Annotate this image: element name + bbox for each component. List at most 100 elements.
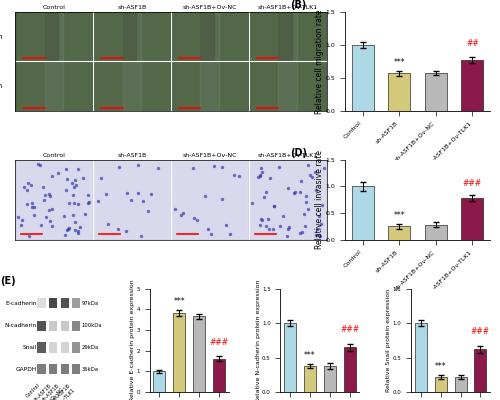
Point [256,222,264,228]
Text: ***: *** [435,362,446,371]
Bar [60,321,69,331]
Text: ##: ## [466,39,479,48]
Point [177,212,185,218]
Text: 0 h: 0 h [0,83,2,89]
Point [40,196,48,203]
Point [270,202,278,209]
Point [74,230,82,236]
Bar [49,342,57,353]
Bar [49,364,57,374]
Text: sh-ASF1B+Ov-NC: sh-ASF1B+Ov-NC [182,5,237,10]
Text: ###: ### [210,338,229,347]
Bar [38,321,46,331]
Bar [38,298,46,308]
Text: ***: *** [394,58,405,67]
Point [262,189,270,195]
Point [256,173,264,179]
Point [264,215,272,222]
Bar [462,60,483,111]
Point [24,232,32,239]
Point [40,192,48,198]
Point [283,232,291,239]
Point [20,184,28,190]
Y-axis label: Relative cell invasive rate: Relative cell invasive rate [315,150,324,249]
Point [114,226,122,233]
Bar [352,186,374,240]
Bar [49,298,57,308]
Point [315,213,323,219]
Point [189,165,197,172]
Point [270,203,278,210]
Text: 36kDa: 36kDa [81,367,98,372]
Point [16,222,24,228]
Bar [154,371,165,392]
Point [154,164,162,171]
Bar [72,342,80,353]
Point [46,218,54,224]
Point [85,199,93,205]
Point [48,173,56,179]
Point [69,212,77,218]
Bar [324,366,336,392]
Point [302,199,310,205]
Point [230,172,237,178]
Point [320,164,328,171]
Point [28,200,36,207]
Point [180,210,188,216]
Point [72,182,80,188]
Point [69,192,77,198]
Text: 97kDa: 97kDa [81,300,98,306]
Text: sh-ASF1B: sh-ASF1B [34,383,53,400]
Point [285,224,293,230]
Point [269,225,277,232]
Text: (E): (E) [0,276,16,286]
Point [311,169,319,175]
Text: Snail: Snail [22,345,36,350]
Point [62,166,70,172]
Point [48,222,56,229]
Bar [213,359,225,392]
Bar [72,321,80,331]
Text: ###: ### [340,326,359,334]
Point [70,219,78,225]
Point [18,216,26,223]
Point [37,222,45,228]
Text: GAPDH: GAPDH [16,367,36,372]
Text: sh-ASF1B
+Ov-TLK1: sh-ASF1B +Ov-TLK1 [52,383,76,400]
Point [304,162,312,168]
Bar [60,298,69,308]
Point [74,228,82,234]
Text: (D): (D) [290,148,307,158]
Point [24,180,32,186]
Point [70,184,78,190]
Bar [425,225,447,240]
Point [116,164,124,170]
Point [316,233,324,239]
Point [312,186,320,193]
Point [254,174,262,180]
Point [81,211,89,218]
Text: sh-ASF1B: sh-ASF1B [118,153,146,158]
Point [139,198,147,204]
Point [134,162,142,168]
Bar [304,366,316,392]
Point [204,226,212,232]
Point [137,232,145,239]
Point [34,161,42,168]
Point [260,194,268,200]
Point [222,222,230,228]
Text: Control: Control [42,5,66,10]
Bar [38,364,46,374]
Point [248,200,256,206]
Bar [193,316,205,392]
Y-axis label: Relative N-cadherin protein expression: Relative N-cadherin protein expression [256,279,260,400]
Point [256,165,264,171]
Text: sh-ASF1B+Ov-TLK1: sh-ASF1B+Ov-TLK1 [258,5,318,10]
Point [279,212,287,219]
Point [27,182,35,188]
Point [42,214,50,220]
Text: ###: ### [471,328,490,336]
Point [284,185,292,192]
Point [22,186,30,193]
Point [68,180,76,186]
